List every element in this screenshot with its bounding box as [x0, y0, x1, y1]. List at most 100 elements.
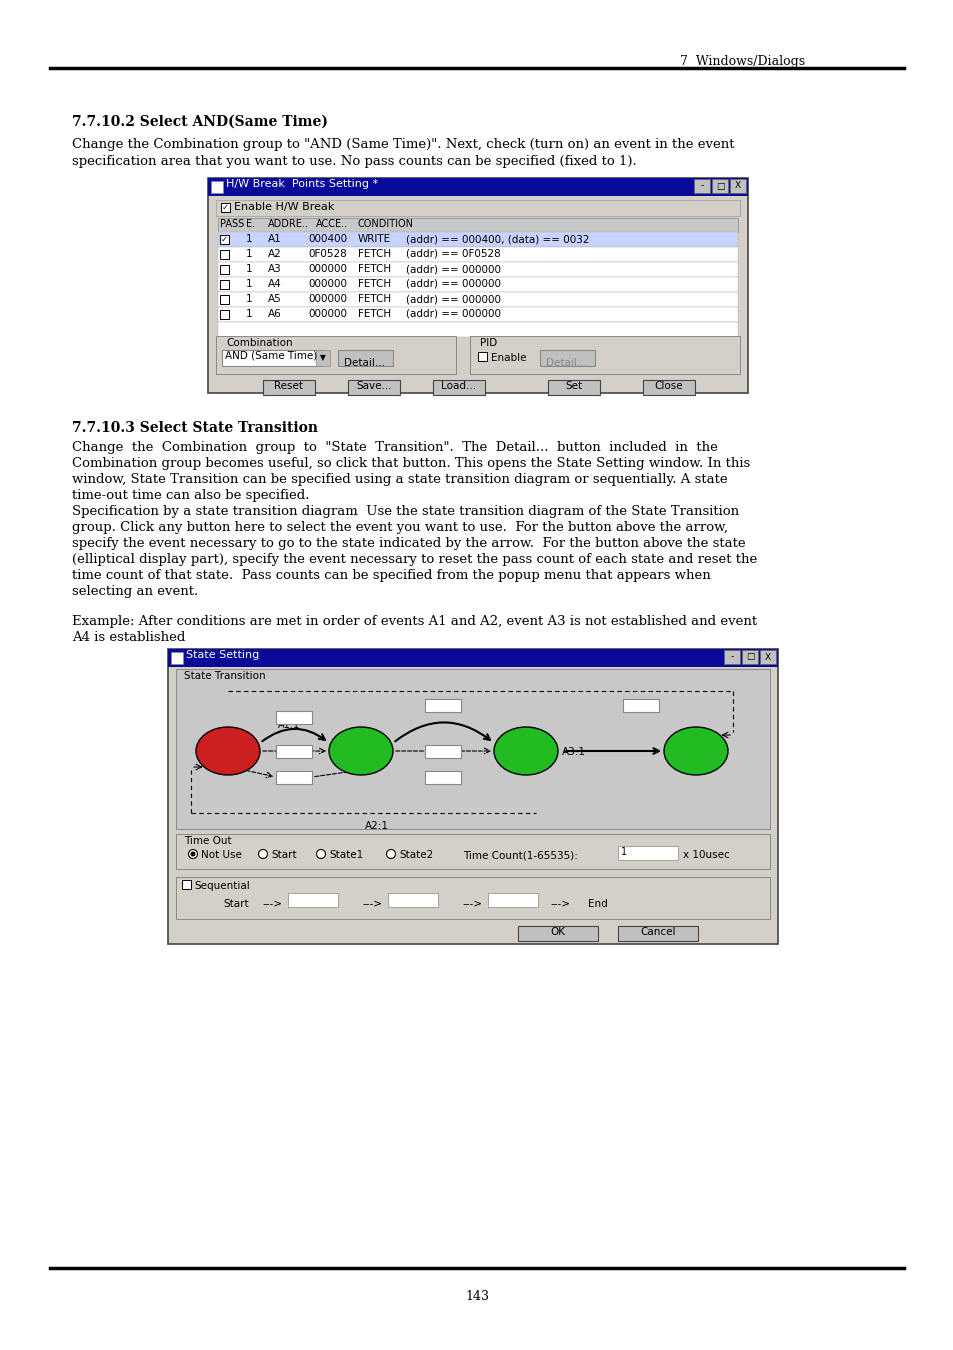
Text: State1: State1: [340, 745, 381, 755]
Text: □: □: [715, 181, 723, 190]
Text: E.: E.: [246, 219, 254, 230]
Bar: [337, 350, 393, 366]
Bar: [208, 178, 747, 196]
Text: Load...: Load...: [441, 381, 476, 392]
Text: (addr) == 000000: (addr) == 000000: [406, 279, 500, 289]
Text: Example: After conditions are met in order of events A1 and A2, event A3 is not : Example: After conditions are met in ord…: [71, 616, 757, 628]
Text: A2: A2: [268, 248, 281, 259]
Text: Enable: Enable: [491, 352, 526, 363]
Text: (addr) == 000400, (data) == 0032: (addr) == 000400, (data) == 0032: [406, 234, 589, 244]
Text: 1: 1: [246, 309, 253, 319]
Bar: [220, 265, 229, 274]
Bar: [275, 711, 312, 724]
Text: Start: Start: [223, 899, 249, 909]
Bar: [168, 649, 778, 944]
Text: Specification by a state transition diagram  Use the state transition diagram of: Specification by a state transition diag…: [71, 505, 739, 518]
Text: Detail...: Detail...: [344, 358, 385, 369]
Text: End: End: [683, 745, 707, 755]
Circle shape: [316, 849, 325, 859]
Bar: [222, 350, 322, 366]
Bar: [218, 323, 738, 338]
Text: ACCE..: ACCE..: [315, 219, 348, 230]
Text: Sequential: Sequential: [193, 882, 250, 891]
Bar: [263, 379, 314, 396]
Text: --->: --->: [263, 899, 283, 909]
Text: H/W Break  Points Setting *: H/W Break Points Setting *: [226, 180, 377, 189]
Text: WRITE: WRITE: [357, 234, 391, 244]
Text: FETCH: FETCH: [357, 265, 391, 274]
Bar: [547, 379, 599, 396]
Ellipse shape: [195, 728, 260, 775]
Bar: [221, 202, 230, 212]
Text: FETCH: FETCH: [357, 279, 391, 289]
Text: Cancel: Cancel: [639, 927, 675, 937]
Text: 000000: 000000: [308, 309, 347, 319]
Bar: [220, 310, 229, 319]
Text: 143: 143: [464, 1291, 489, 1303]
Text: X: X: [734, 181, 740, 190]
Bar: [618, 926, 698, 941]
Text: PASS: PASS: [220, 219, 244, 230]
Bar: [622, 699, 659, 711]
Text: 1: 1: [620, 846, 626, 857]
Bar: [424, 745, 460, 757]
Text: Time Count(1-65535):: Time Count(1-65535):: [462, 850, 578, 860]
Bar: [175, 670, 769, 829]
Bar: [208, 178, 747, 393]
Text: A2:1: A2:1: [365, 821, 389, 832]
Text: 7.7.10.2 Select AND(Same Time): 7.7.10.2 Select AND(Same Time): [71, 115, 328, 130]
Bar: [424, 771, 460, 784]
Bar: [470, 336, 740, 374]
Text: A5: A5: [268, 294, 281, 304]
Text: --->: --->: [462, 899, 482, 909]
Text: Start: Start: [212, 745, 244, 755]
Ellipse shape: [494, 728, 558, 775]
Bar: [220, 250, 229, 259]
Text: 000000: 000000: [308, 265, 347, 274]
Text: -: -: [730, 652, 733, 662]
Bar: [218, 262, 738, 277]
Text: specification area that you want to use. No pass counts can be specified (fixed : specification area that you want to use.…: [71, 155, 636, 167]
Text: State2: State2: [398, 850, 433, 860]
Bar: [175, 834, 769, 869]
Text: --->: --->: [363, 899, 382, 909]
Text: 000400: 000400: [308, 234, 347, 244]
Bar: [693, 180, 709, 193]
Bar: [168, 649, 778, 667]
Text: 1: 1: [246, 294, 253, 304]
Bar: [275, 771, 312, 784]
Bar: [760, 649, 775, 664]
Bar: [218, 277, 738, 292]
Text: 1: 1: [246, 234, 253, 244]
Ellipse shape: [329, 728, 393, 775]
Bar: [220, 279, 229, 289]
Text: Time Out: Time Out: [184, 836, 232, 846]
Text: (addr) == 0F0528: (addr) == 0F0528: [406, 248, 500, 259]
Bar: [424, 699, 460, 711]
Text: (addr) == 000000: (addr) == 000000: [406, 309, 500, 319]
Bar: [348, 379, 399, 396]
Text: Change  the  Combination  group  to  "State  Transition".  The  Detail...  butto: Change the Combination group to "State T…: [71, 441, 717, 454]
Text: selecting an event.: selecting an event.: [71, 585, 198, 598]
Text: AND (Same Time): AND (Same Time): [225, 351, 317, 360]
Text: time count of that state.  Pass counts can be specified from the popup menu that: time count of that state. Pass counts ca…: [71, 568, 710, 582]
Text: Change the Combination group to "AND (Same Time)". Next, check (turn on) an even: Change the Combination group to "AND (Sa…: [71, 138, 734, 151]
Bar: [618, 846, 678, 860]
Bar: [488, 892, 537, 907]
Text: x 10usec: x 10usec: [682, 850, 729, 860]
Text: □: □: [745, 652, 754, 662]
Text: End: End: [587, 899, 607, 909]
Text: 1: 1: [246, 248, 253, 259]
Bar: [433, 379, 484, 396]
Text: 000000: 000000: [308, 279, 347, 289]
Text: A6: A6: [268, 309, 281, 319]
Text: Start: Start: [271, 850, 296, 860]
Text: (addr) == 000000: (addr) == 000000: [406, 294, 500, 304]
Text: Reset: Reset: [274, 381, 303, 392]
Bar: [517, 926, 598, 941]
Text: 7  Windows/Dialogs: 7 Windows/Dialogs: [679, 55, 804, 68]
Bar: [315, 350, 330, 366]
Bar: [215, 336, 456, 374]
Bar: [220, 235, 229, 244]
Text: 1: 1: [246, 279, 253, 289]
